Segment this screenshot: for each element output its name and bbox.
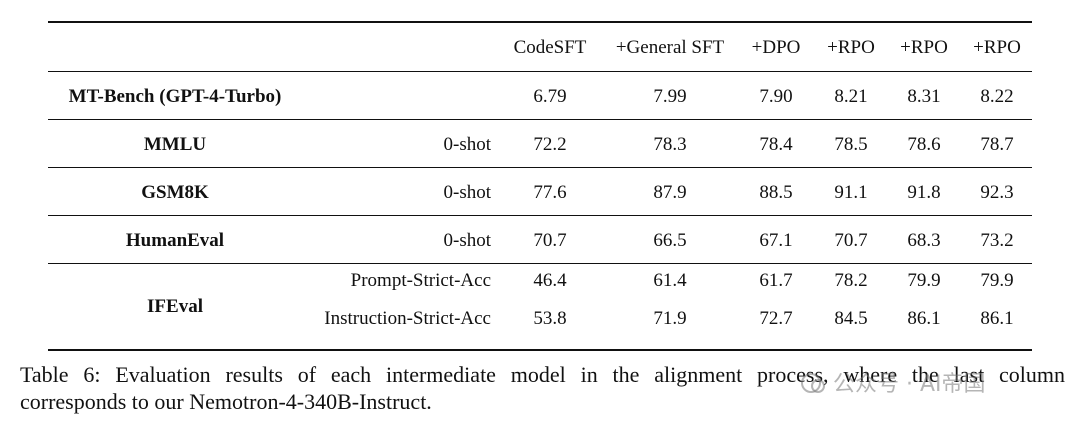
cell: 61.7 [759, 270, 793, 291]
cell: 73.2 [980, 230, 1014, 251]
cell: 91.8 [907, 182, 941, 203]
cell: 7.99 [653, 86, 687, 107]
cell: 86.1 [907, 308, 941, 329]
rule [48, 119, 1032, 120]
column-header: CodeSFT [513, 37, 587, 58]
cell: 70.7 [533, 230, 567, 251]
cell: 78.3 [653, 134, 687, 155]
cell: 79.9 [980, 270, 1014, 291]
caption-line: corresponds to our Nemotron-4-340B-Instr… [20, 389, 432, 414]
cell: 53.8 [533, 308, 567, 329]
caption-line: Table 6: Evaluation results of each inte… [20, 362, 1065, 387]
watermark-text: 公众号 · AI帝国 [833, 372, 986, 397]
cell: 77.6 [533, 182, 567, 203]
cell: 68.3 [907, 230, 941, 251]
cell: 7.90 [759, 86, 793, 107]
column-header: +General SFT [615, 37, 725, 58]
rule [48, 167, 1032, 168]
benchmark-label: HumanEval [125, 230, 225, 251]
column-header: +RPO [973, 37, 1021, 58]
cell: 78.2 [834, 270, 868, 291]
cell: 6.79 [533, 86, 567, 107]
cell: 8.21 [834, 86, 868, 107]
cell: 71.9 [653, 308, 687, 329]
cell: 87.9 [653, 182, 687, 203]
setting-label: 0-shot [443, 182, 492, 203]
column-header: +DPO [751, 37, 801, 58]
setting-label: Prompt-Strict-Acc [350, 270, 491, 291]
benchmark-label: MT-Bench (GPT-4-Turbo) [68, 86, 282, 107]
benchmark-label: MMLU [143, 134, 207, 155]
cell: 72.2 [533, 134, 567, 155]
rule [48, 215, 1032, 216]
cell: 61.4 [653, 270, 687, 291]
cell: 78.4 [759, 134, 793, 155]
setting-label: Instruction-Strict-Acc [324, 308, 491, 329]
cell: 78.6 [907, 134, 941, 155]
setting-label: 0-shot [443, 134, 492, 155]
watermark: 公众号 · AI帝国 [800, 366, 986, 398]
column-header: +RPO [827, 37, 875, 58]
cell: 67.1 [759, 230, 793, 251]
cell: 8.31 [907, 86, 941, 107]
cell: 84.5 [834, 308, 868, 329]
watermark-icon [801, 373, 825, 393]
cell: 91.1 [834, 182, 868, 203]
benchmark-label: GSM8K [141, 182, 209, 203]
cell: 79.9 [907, 270, 941, 291]
cell: 78.7 [980, 134, 1014, 155]
cell: 88.5 [759, 182, 793, 203]
cell: 8.22 [980, 86, 1014, 107]
cell: 72.7 [759, 308, 793, 329]
benchmark-label: IFEval [147, 296, 203, 317]
cell: 46.4 [533, 270, 567, 291]
setting-label: 0-shot [443, 230, 492, 251]
rule [48, 71, 1032, 72]
cell: 70.7 [834, 230, 868, 251]
bottom-rule [48, 349, 1032, 351]
column-header: +RPO [900, 37, 948, 58]
rule [48, 263, 1032, 264]
cell: 86.1 [980, 308, 1014, 329]
top-rule [48, 21, 1032, 23]
cell: 78.5 [834, 134, 868, 155]
cell: 92.3 [980, 182, 1014, 203]
cell: 66.5 [653, 230, 687, 251]
